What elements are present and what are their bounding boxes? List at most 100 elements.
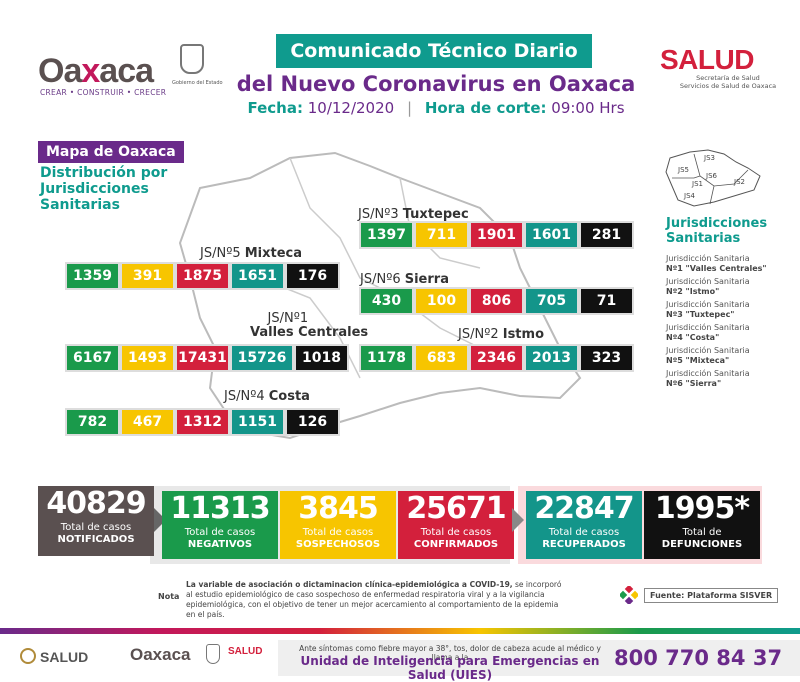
legend-list: Jurisdicción Sanitaria Nº1 "Valles Centra… [666, 254, 792, 389]
legend-item: Jurisdicción Sanitaria Nº2 "Istmo" [666, 277, 792, 297]
legend-item: Jurisdicción Sanitaria Nº6 "Sierra" [666, 369, 792, 389]
footer-salud-logo-2: SALUD [228, 646, 263, 657]
date-row: Fecha: 10/12/2020 | Hora de corte: 09:00… [236, 99, 636, 117]
note-label: Nota [158, 592, 180, 601]
cell-confirmados: 1875 [175, 262, 230, 290]
legend-line2: Nº4 "Costa" [666, 333, 720, 342]
legend-line2: Nº6 "Sierra" [666, 379, 722, 388]
oaxaca-logo: Oaxaca [38, 52, 154, 91]
fecha-label: Fecha: [247, 99, 303, 117]
total-label: Total de casos [184, 527, 256, 538]
logo-tagline: CREAR • CONSTRUIR • CRECER [40, 88, 167, 97]
note-text-bold: La variable de asociación o dictaminacio… [186, 580, 513, 589]
cell-confirmados: 2346 [469, 344, 524, 372]
legend-line1: Jurisdicción Sanitaria [666, 369, 750, 378]
legend-line1: Jurisdicción Sanitaria [666, 346, 750, 355]
cell-recuperados: 705 [524, 287, 579, 315]
footer-text: Ante síntomas como fiebre mayor a 38°, t… [299, 644, 601, 662]
total-num: 1995* [654, 491, 750, 526]
row-istmo: 1178 683 2346 2013 323 [359, 344, 634, 372]
cell-defunciones: 281 [579, 221, 634, 249]
legend-item: Jurisdicción Sanitaria Nº3 "Tuxtepec" [666, 300, 792, 320]
prefix: JS/Nº2 [458, 327, 499, 342]
cell-defunciones: 176 [285, 262, 340, 290]
legend-item: Jurisdicción Sanitaria Nº4 "Costa" [666, 323, 792, 343]
cell-negativos: 1359 [65, 262, 120, 290]
label-mixteca: JS/Nº5 Mixteca [200, 246, 302, 261]
note-text-body: se incorporó al estudio epidemiológico d… [186, 580, 562, 619]
legend-line1: Jurisdicción Sanitaria [666, 277, 750, 286]
legend-line1: Jurisdicción Sanitaria [666, 300, 750, 309]
footer-salud-logo: SALUD [40, 649, 89, 665]
gobierno-text: Gobierno del Estado [172, 80, 223, 86]
cell-negativos: 6167 [65, 344, 120, 372]
cell-recuperados: 1651 [230, 262, 285, 290]
legend-title: Jurisdicciones Sanitarias [666, 216, 768, 246]
footer-uies: Unidad de Inteligencia para Emergencias … [300, 654, 600, 682]
cell-recuperados: 2013 [524, 344, 579, 372]
salud-logo: SALUD [660, 44, 754, 75]
total-label-bold: CONFIRMADOS [413, 539, 499, 550]
row-tuxtepec: 1397 711 1901 1601 281 [359, 221, 634, 249]
row-valles: 6167 1493 17431 15726 1018 [65, 344, 349, 372]
legend-line1: Jurisdicción Sanitaria [666, 323, 750, 332]
mexico-seal-icon [20, 648, 36, 664]
footer-panel [278, 640, 800, 676]
cell-recuperados: 1151 [230, 408, 285, 436]
total-num: 22847 [534, 491, 634, 526]
total-num: 40829 [46, 486, 146, 521]
footer-oaxaca-logo: Oaxaca [130, 645, 191, 664]
legend-line2: Nº3 "Tuxtepec" [666, 310, 735, 319]
total-label: Total de casos [60, 522, 132, 533]
map-subtitle: Distribución por Jurisdicciones Sanitari… [40, 165, 168, 213]
cell-defunciones: 323 [579, 344, 634, 372]
separator: | [406, 99, 413, 117]
sisver-logo-icon [620, 586, 638, 604]
source-label: Fuente: Plataforma SISVER [644, 588, 779, 603]
cell-confirmados: 806 [469, 287, 524, 315]
label-istmo: JS/Nº2 Istmo [458, 327, 544, 342]
total-label: Total de casos [548, 527, 620, 538]
cell-negativos: 782 [65, 408, 120, 436]
phone-number: 800 770 84 37 [614, 646, 783, 670]
logo-text-x: x [81, 52, 100, 90]
mini-label: JS1 [691, 180, 703, 188]
cell-defunciones: 1018 [294, 344, 349, 372]
name: Costa [268, 389, 310, 404]
cell-sospechosos: 1493 [120, 344, 175, 372]
prefix: JS/Nº1 [267, 311, 309, 326]
name: Tuxtepec [402, 207, 469, 222]
mini-label: JS6 [705, 172, 718, 180]
legend-item: Jurisdicción Sanitaria Nº5 "Mixteca" [666, 346, 792, 366]
label-valles: JS/Nº1 Valles Centrales [250, 312, 368, 340]
row-mixteca: 1359 391 1875 1651 176 [65, 262, 340, 290]
cell-sospechosos: 683 [414, 344, 469, 372]
mini-label: JS5 [677, 166, 689, 174]
legend-item: Jurisdicción Sanitaria Nº1 "Valles Centra… [666, 254, 792, 274]
cell-sospechosos: 391 [120, 262, 175, 290]
total-label-bold: NOTIFICADOS [57, 534, 135, 545]
logo-text-2: aca [99, 52, 154, 90]
cell-recuperados: 15726 [230, 344, 294, 372]
fecha-value: 10/12/2020 [307, 99, 395, 117]
total-notificados: 40829 Total de casos NOTIFICADOS [38, 486, 154, 556]
salud-subtitle: Secretaría de Salud Servicios de Salud d… [668, 74, 788, 90]
total-recuperados: 22847 Total de casos RECUPERADOS [526, 491, 642, 559]
total-label-bold: RECUPERADOS [542, 539, 626, 550]
label-tuxtepec: JS/Nº3 Tuxtepec [358, 207, 469, 222]
hora-label: Hora de corte: [424, 99, 547, 117]
total-num: 3845 [298, 491, 379, 526]
total-label: Total de casos [302, 527, 374, 538]
legend-line2: Nº2 "Istmo" [666, 287, 720, 296]
cell-negativos: 1178 [359, 344, 414, 372]
row-costa: 782 467 1312 1151 126 [65, 408, 340, 436]
total-label-bold: NEGATIVOS [187, 539, 253, 550]
logo-text-1: Oa [38, 52, 82, 90]
prefix: JS/Nº4 [224, 389, 265, 404]
name: Valles Centrales [250, 325, 369, 340]
total-confirmados: 25671 Total de casos CONFIRMADOS [398, 491, 514, 559]
mini-map-icon: JS3 JS5 JS6 JS1 JS2 JS4 [665, 149, 761, 207]
hora-value: 09:00 Hrs [551, 99, 625, 117]
row-sierra: 430 100 806 705 71 [359, 287, 634, 315]
title-line-1: Comunicado Técnico Diario [276, 34, 592, 68]
